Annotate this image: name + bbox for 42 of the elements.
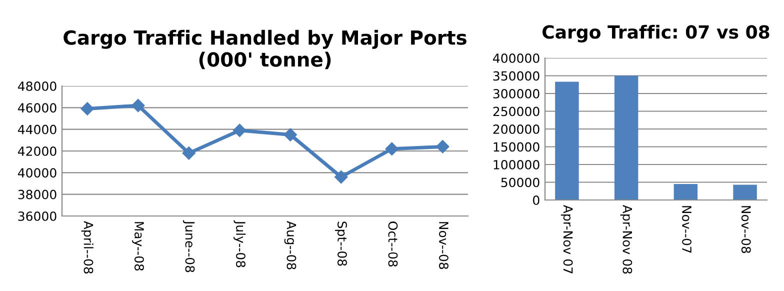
point [132, 98, 145, 112]
x-tick-label: Oct--08 [388, 222, 398, 267]
y-tick-label: 46000 [18, 103, 56, 113]
bar [614, 76, 638, 200]
y-tick-label: 400000 [493, 53, 540, 63]
y-tick-label: 44000 [18, 124, 56, 134]
x-tick-label: Nov--07 [682, 206, 692, 253]
point [334, 170, 348, 184]
x-tick-label: Apr-Nov 08 [620, 204, 632, 274]
y-tick-label: 48000 [18, 81, 56, 91]
point [385, 142, 398, 156]
y-tick-label: 40000 [18, 168, 56, 178]
y-tick-label: 42000 [18, 146, 56, 156]
bar [733, 184, 757, 200]
x-tick-label: Spt--08 [335, 222, 347, 266]
y-tick-label: 200000 [493, 124, 540, 134]
bar [674, 184, 698, 200]
x-tick-label: Aug--08 [284, 220, 296, 270]
x-tick-label: April--08 [81, 220, 94, 274]
point [284, 128, 297, 142]
y-tick-label: 38000 [18, 190, 56, 200]
y-tick-label: 100000 [494, 160, 540, 170]
x-tick-label: Nov--08 [741, 206, 751, 253]
y-tick-label: 0 [533, 195, 540, 205]
y-tick-label: 250000 [493, 106, 540, 116]
x-tick-label: May--08 [132, 222, 144, 271]
bar [555, 82, 579, 200]
y-tick-label: 350000 [493, 71, 540, 81]
x-tick-label: July--08 [234, 220, 246, 268]
point [80, 102, 94, 116]
x-tick-label: Nov--08 [439, 222, 448, 269]
x-tick-label: June--08 [182, 220, 195, 272]
chart-title: Cargo Traffic: 07 vs 08 [542, 24, 770, 42]
y-tick-label: 50000 [501, 178, 540, 188]
chart-title: Cargo Traffic Handled by Major Ports (000' tonne) [64, 30, 466, 70]
x-tick-label: Apr-Nov 07 [560, 204, 573, 274]
y-tick-label: 150000 [494, 142, 540, 152]
point [436, 140, 450, 154]
point [233, 124, 246, 138]
y-tick-label: 36000 [18, 211, 56, 221]
y-tick-label: 300000 [493, 88, 540, 98]
point [182, 146, 196, 160]
